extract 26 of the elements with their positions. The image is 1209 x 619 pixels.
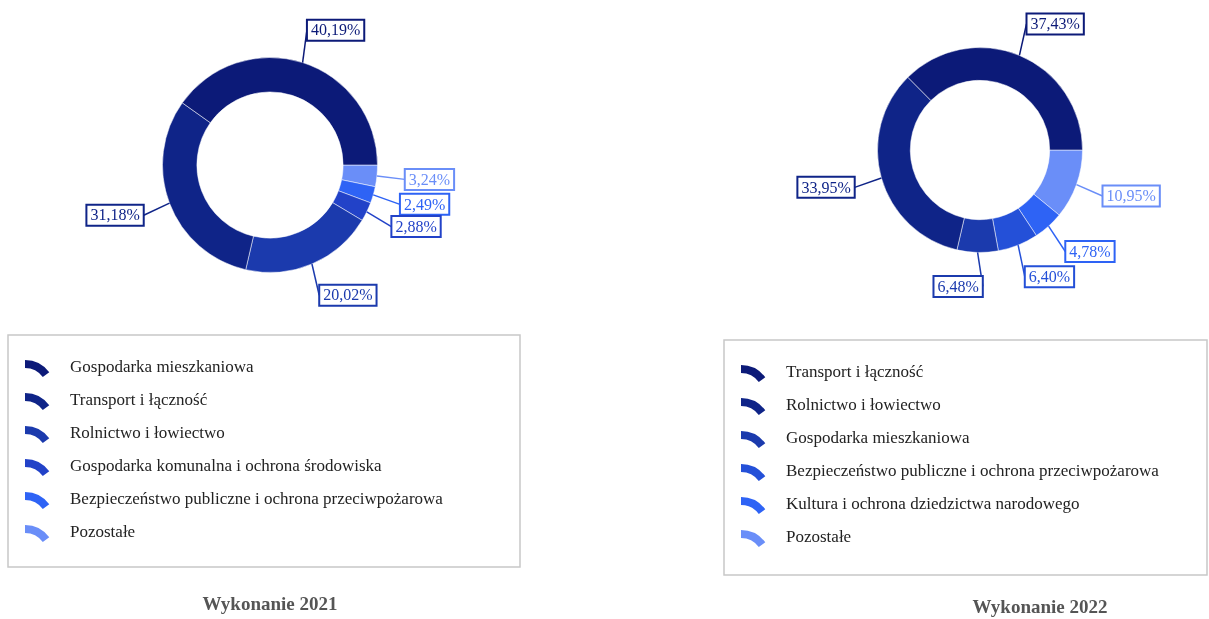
legend-label: Transport i łączność [786, 362, 924, 382]
legend-label: Bezpieczeństwo publiczne i ochrona przeciwpożarowa [70, 489, 444, 509]
legend-label: Gospodarka mieszkaniowa [70, 357, 255, 377]
text: Wykonanie 2022 [972, 595, 1108, 617]
data-label: 6,40% [1028, 267, 1071, 285]
data-label: 2,88% [395, 217, 437, 235]
data-label: 2,49% [403, 195, 446, 213]
legend-label: Rolnictwo i łowiectwo [70, 423, 225, 443]
legend-label: Gospodarka mieszkaniowa [786, 428, 971, 448]
data-label: 20,02% [323, 286, 373, 304]
legend-label: Transport i łączność [70, 390, 208, 410]
text: Wykonanie 2021 [202, 592, 338, 614]
data-label: 3,24% [408, 170, 451, 188]
legend-label: Bezpieczeństwo publiczne i ochrona przeciwpożarowa [786, 461, 1160, 481]
legend-label: Gospodarka komunalna i ochrona środowiska [70, 456, 383, 476]
data-label: 40,19% [310, 21, 361, 39]
legend-label: Pozostałe [70, 522, 136, 542]
data-label: 10,95% [1106, 187, 1156, 205]
data-label: 37,43% [1030, 15, 1080, 33]
data-label: 4,78% [1069, 242, 1111, 260]
legend-label: Kultura i ochrona dziedzictwa narodowego [786, 494, 1080, 514]
legend-label: Rolnictwo i łowiectwo [786, 395, 941, 415]
legend-label: Pozostałe [786, 527, 852, 547]
data-label: 6,48% [937, 277, 979, 295]
data-label: 33,95% [801, 178, 851, 196]
data-label: 31,18% [90, 206, 140, 224]
